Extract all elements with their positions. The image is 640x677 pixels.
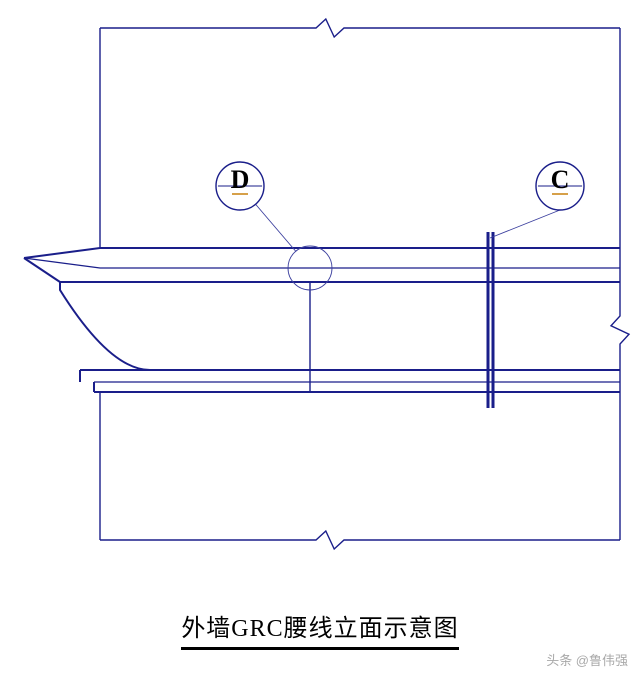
figure-caption-text: 外墙GRC腰线立面示意图	[181, 608, 458, 650]
callout-label-c: C	[551, 165, 570, 195]
watermark-text: 头条 @鲁伟强	[546, 650, 628, 669]
figure-caption: 外墙GRC腰线立面示意图	[0, 608, 640, 650]
callout-label-d: D	[231, 165, 250, 195]
outer-frame	[100, 19, 629, 549]
grc-profile	[24, 248, 620, 392]
detail-callout-c	[490, 162, 584, 238]
diagram-canvas	[0, 0, 640, 677]
